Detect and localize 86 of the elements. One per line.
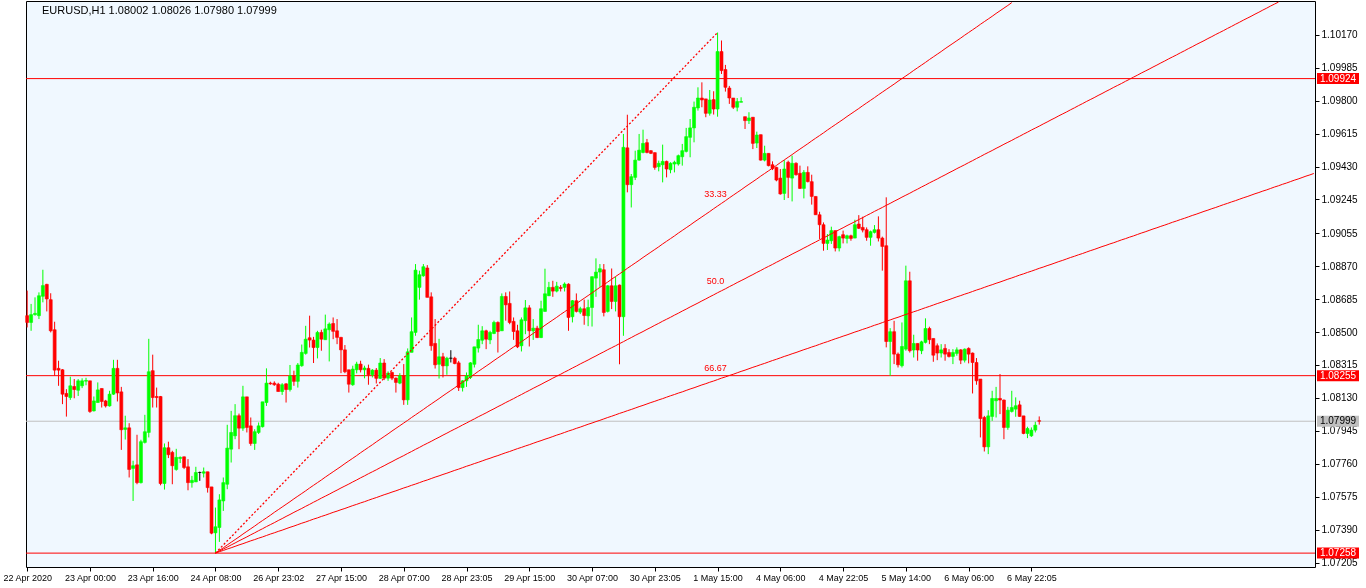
y-tick-label: 1.08130 xyxy=(1321,392,1359,404)
candlestick xyxy=(284,382,288,404)
candlestick xyxy=(747,111,751,125)
candlestick xyxy=(382,358,386,381)
y-tick-label: 1.07390 xyxy=(1321,524,1359,536)
candlestick xyxy=(503,291,508,322)
x-tick-label: 5 May 14:00 xyxy=(881,572,932,583)
candlestick xyxy=(613,276,618,312)
y-tick-label: 1.07205 xyxy=(1321,557,1359,569)
candlestick xyxy=(778,168,783,196)
candlestick xyxy=(853,219,857,239)
candlestick xyxy=(798,165,802,190)
candlestick xyxy=(582,299,586,326)
candlestick xyxy=(994,386,998,418)
x-tick-label: 6 May 06:00 xyxy=(944,572,994,583)
x-tick-label: 24 Apr 08:00 xyxy=(190,572,242,583)
candlestick xyxy=(911,334,916,359)
y-tick-label: 1.10170 xyxy=(1321,29,1359,41)
y-tick-label: 1.08685 xyxy=(1321,293,1359,305)
y-tick-label: 1.07760 xyxy=(1321,458,1359,470)
candlestick xyxy=(888,327,892,377)
x-tick-label: 23 Apr 16:00 xyxy=(127,572,179,583)
y-tick-label: 1.09985 xyxy=(1321,62,1359,74)
annotation: 33.33 xyxy=(704,189,727,200)
candlestick xyxy=(131,460,135,502)
x-tick-label: 23 Apr 00:00 xyxy=(64,572,116,583)
candlestick xyxy=(527,304,532,347)
candlestick xyxy=(84,377,88,386)
candlestick xyxy=(790,155,794,202)
candlestick xyxy=(445,356,449,376)
candlestick xyxy=(350,365,355,387)
annotation: 50.0 xyxy=(706,275,725,286)
candlestick xyxy=(319,329,324,352)
x-tick-label: 4 May 22:05 xyxy=(818,572,869,583)
y-tick-label: 1.08500 xyxy=(1321,326,1359,338)
chart-title: EURUSD,H1 1.08002 1.08026 1.07980 1.07999 xyxy=(42,4,277,16)
x-tick-label: 28 Apr 23:05 xyxy=(441,572,493,583)
x-tick-label: 30 Apr 23:05 xyxy=(629,572,681,583)
y-tick-label: 1.08870 xyxy=(1321,260,1359,272)
candlestick xyxy=(802,169,806,199)
candlestick xyxy=(237,413,241,450)
candlestick xyxy=(123,415,128,441)
y-tick-label: 1.09615 xyxy=(1321,128,1359,140)
x-tick-label: 30 Apr 07:00 xyxy=(567,572,619,583)
candlestick xyxy=(943,343,947,362)
candlestick xyxy=(99,387,104,409)
candlestick xyxy=(743,116,747,130)
candlestick xyxy=(25,290,29,328)
y-tick-label: 1.07945 xyxy=(1321,425,1359,437)
candlestick xyxy=(323,314,328,341)
ref-line-label: 1.08255 xyxy=(1319,369,1357,381)
candlestick xyxy=(786,160,790,199)
candlestick xyxy=(186,458,190,491)
y-tick-label: 1.09800 xyxy=(1321,95,1359,107)
candlestick xyxy=(190,475,194,489)
candlestick xyxy=(331,316,335,340)
y-tick-label: 1.09430 xyxy=(1321,161,1359,173)
candlestick xyxy=(496,320,500,354)
candlestick xyxy=(437,338,441,380)
x-tick-label: 27 Apr 15:00 xyxy=(315,572,368,583)
x-tick-label: 29 Apr 15:00 xyxy=(504,572,556,583)
candlestick xyxy=(570,299,575,323)
y-tick-label: 1.09245 xyxy=(1321,193,1359,205)
y-tick-label: 1.07575 xyxy=(1321,491,1359,503)
x-tick-label: 4 May 06:00 xyxy=(756,572,806,583)
ref-line-label: 1.07999 xyxy=(1319,415,1357,427)
x-tick-label: 1 May 15:00 xyxy=(693,572,743,583)
candlestick xyxy=(135,434,139,485)
candlestick xyxy=(288,364,292,392)
y-tick-label: 1.09055 xyxy=(1321,227,1359,239)
x-tick-label: 26 Apr 23:02 xyxy=(253,572,305,583)
x-tick-label: 6 May 22:05 xyxy=(1007,572,1057,583)
ref-line-label: 1.09924 xyxy=(1319,72,1357,84)
annotation: 66.67 xyxy=(704,362,727,373)
candlestick xyxy=(947,348,951,359)
x-tick-label: 22 Apr 2020 xyxy=(3,572,52,583)
ref-line-label: 1.07258 xyxy=(1319,547,1357,559)
candlestick xyxy=(315,330,320,359)
candlestick xyxy=(841,230,845,244)
candlestick xyxy=(707,89,712,117)
candlestick xyxy=(892,320,896,365)
x-tick-label: 28 Apr 07:00 xyxy=(378,572,430,583)
candlestick xyxy=(292,370,296,387)
y-tick-label: 1.08315 xyxy=(1321,359,1359,371)
candlestick xyxy=(1013,396,1018,418)
candlestick xyxy=(951,348,955,365)
